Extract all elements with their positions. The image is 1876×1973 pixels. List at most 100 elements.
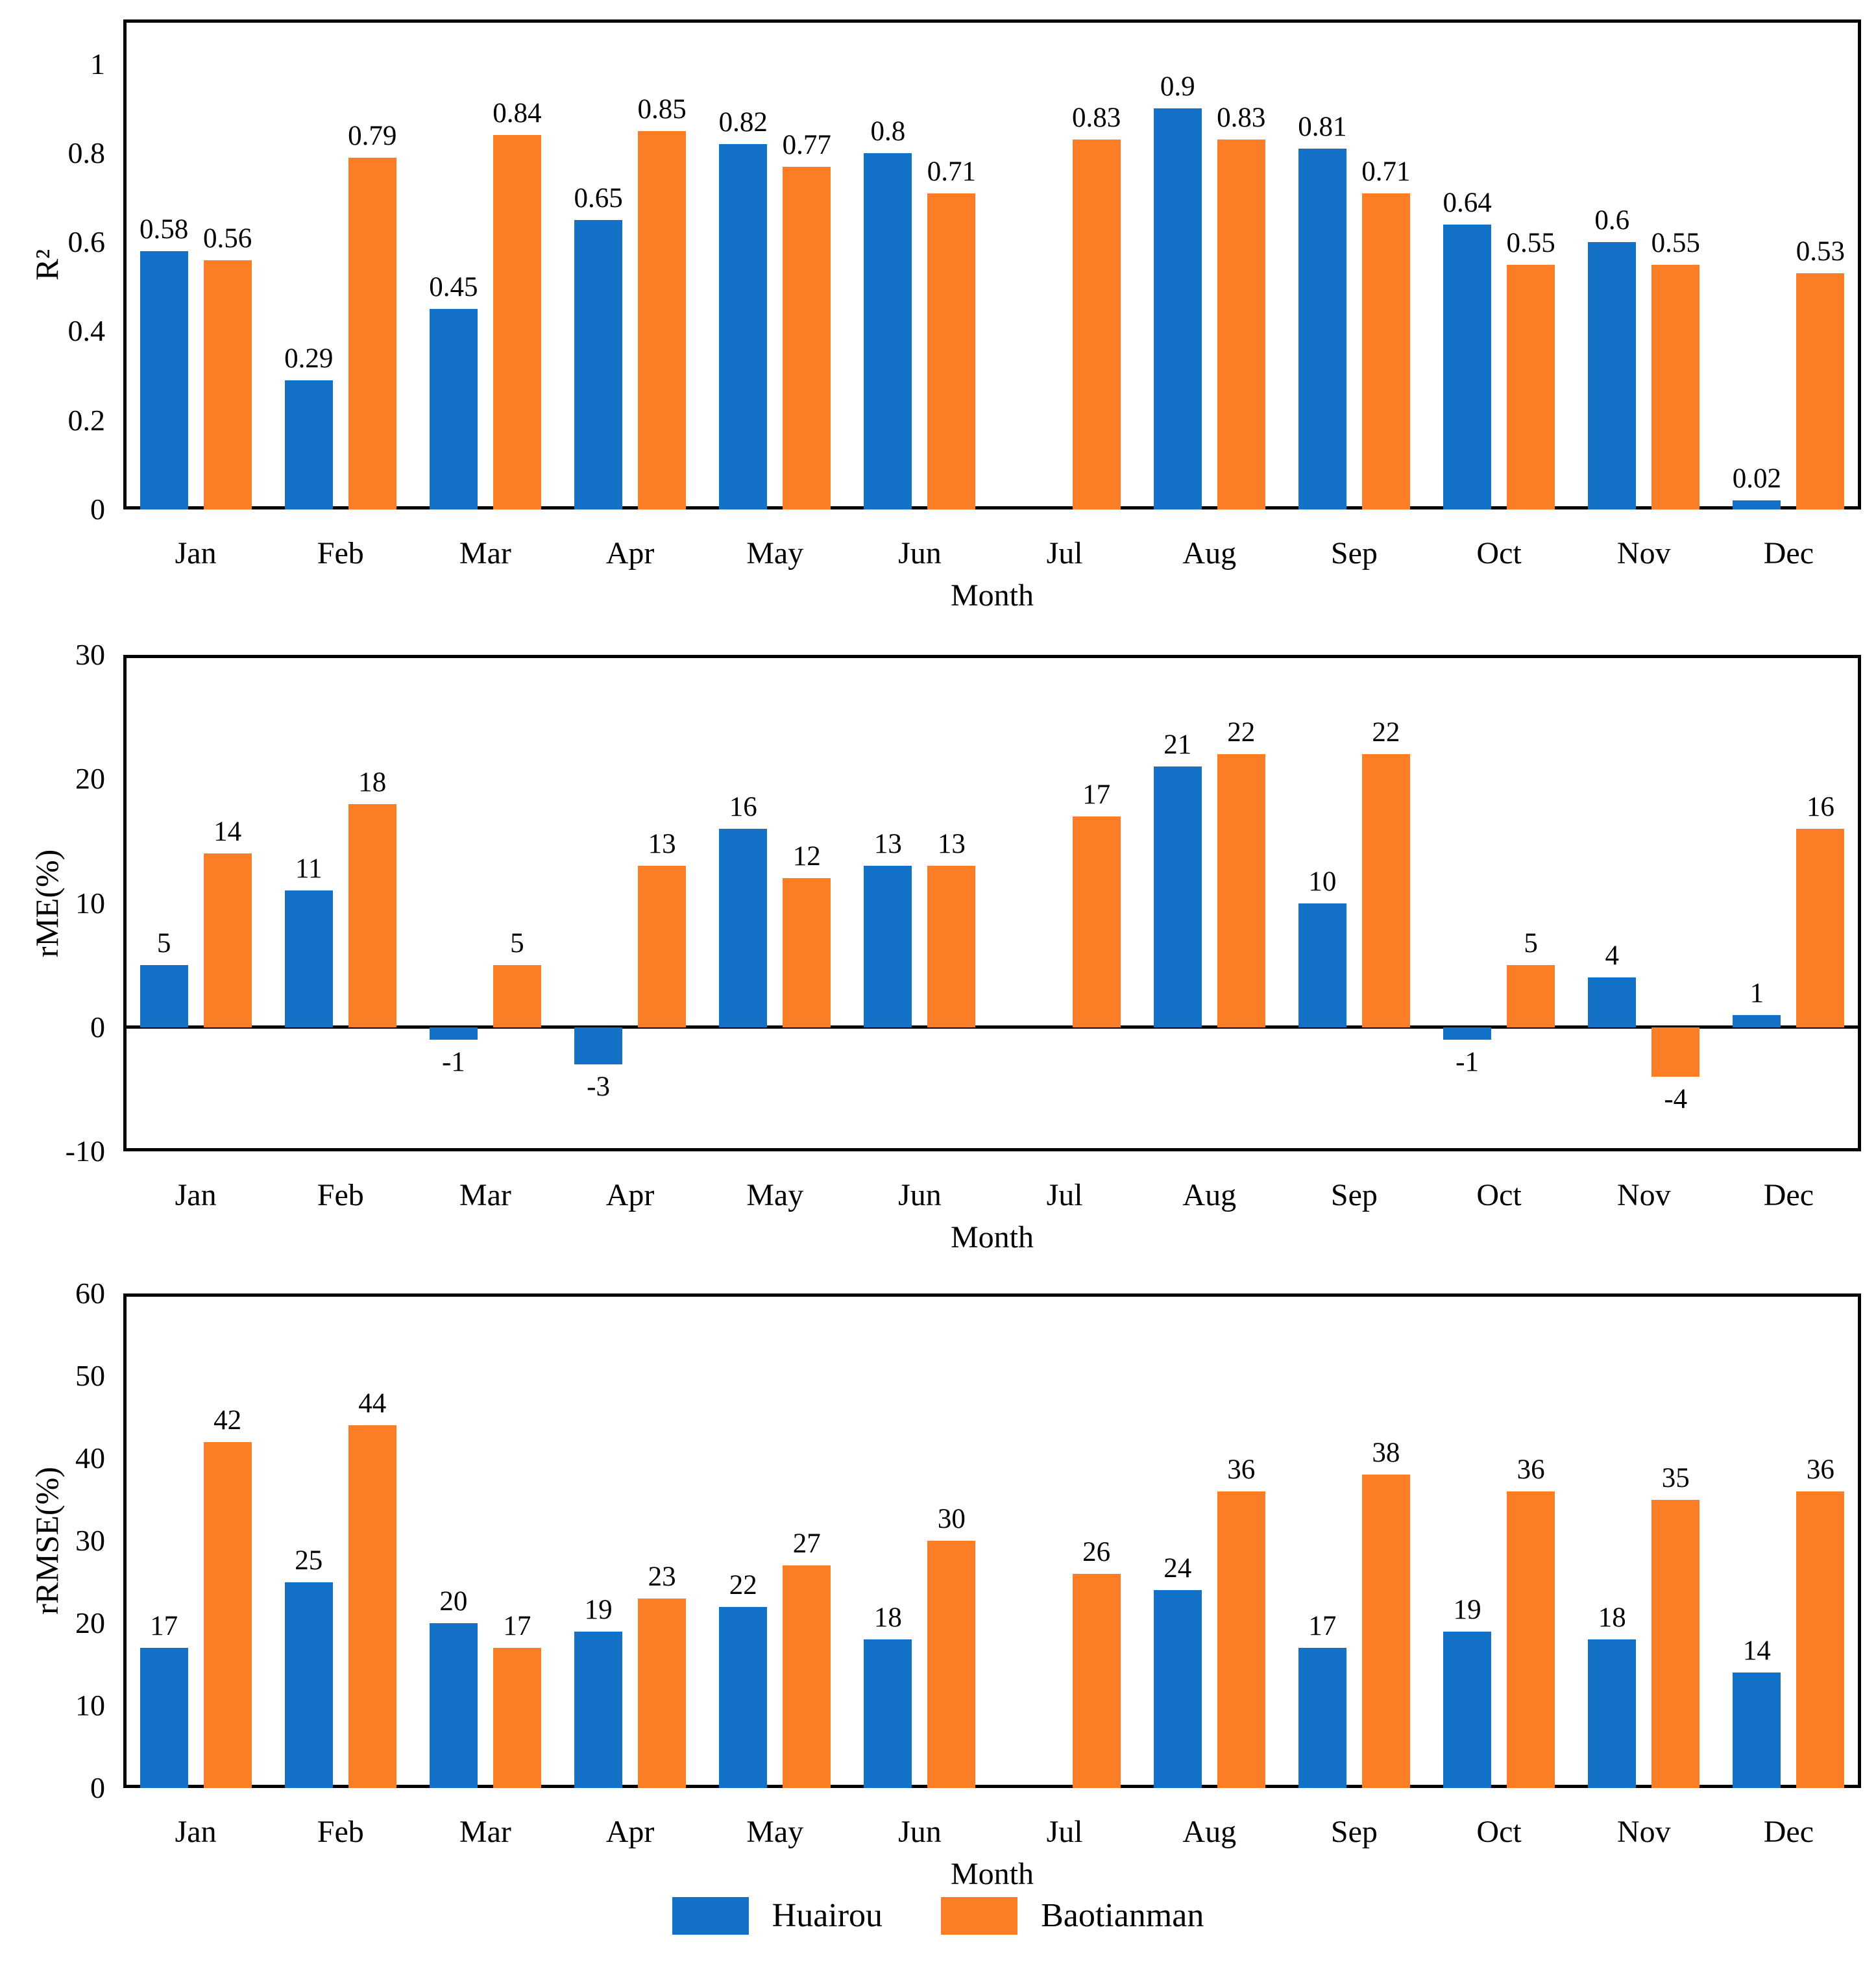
bar-value-label: 17: [150, 1611, 178, 1642]
y-tick-label: 50: [75, 1359, 105, 1392]
y-tick-label: 0: [90, 1010, 105, 1044]
bar-value-label: 20: [439, 1586, 468, 1617]
bar-huairou-sep: [1298, 903, 1346, 1027]
x-tick-label-apr: Apr: [605, 536, 655, 570]
x-axis-title-month-b: Month: [950, 1220, 1034, 1255]
bar-baotianman-jun: [927, 866, 976, 1027]
bar-value-label: 22: [729, 1569, 757, 1600]
bar-value-label: 5: [1524, 928, 1538, 959]
y-tick-label: 30: [75, 1524, 105, 1557]
y-tick-label: 60: [75, 1277, 105, 1310]
x-tick-label-may: May: [746, 536, 804, 570]
legend-item-baotianman: Baotianman: [941, 1896, 1204, 1935]
bar-value-label: 18: [873, 1602, 902, 1634]
bar-huairou-may: [719, 1606, 768, 1788]
bar-baotianman-jul: [1072, 140, 1121, 509]
bar-huairou-jun: [864, 1639, 912, 1788]
bar-value-label: 36: [1517, 1454, 1545, 1485]
bar-huairou-may: [719, 144, 768, 509]
x-tick-label-sep: Sep: [1330, 1178, 1378, 1212]
bar-value-label: 42: [213, 1404, 242, 1436]
bar-value-label: 0.29: [284, 343, 334, 374]
bar-huairou-dec: [1733, 1673, 1781, 1788]
bar-value-label: 13: [873, 829, 902, 860]
bar-value-label: -3: [587, 1072, 610, 1103]
bar-huairou-jan: [140, 965, 188, 1027]
x-tick-label-jan: Jan: [175, 1815, 217, 1849]
bar-huairou-jan: [140, 251, 188, 509]
bar-value-label: 12: [792, 841, 821, 872]
bar-baotianman-feb: [348, 157, 396, 509]
bar-huairou-oct: [1443, 1027, 1492, 1040]
x-tick-label-nov: Nov: [1616, 1178, 1671, 1212]
bar-value-label: 22: [1227, 717, 1256, 748]
bar-value-label: 36: [1806, 1454, 1834, 1485]
legend-swatch-huairou: [672, 1897, 749, 1935]
x-tick-label-jan: Jan: [175, 536, 217, 570]
bar-baotianman-sep: [1361, 1475, 1410, 1788]
bar-huairou-apr: [574, 1027, 623, 1065]
bar-value-label: 5: [510, 928, 524, 959]
plot-frame: [123, 1293, 1861, 1788]
bar-baotianman-apr: [638, 130, 687, 509]
bar-baotianman-jul: [1072, 1573, 1121, 1788]
y-tick-label: 0.6: [67, 225, 106, 259]
bar-huairou-sep: [1298, 1648, 1346, 1788]
bar-huairou-feb: [284, 380, 333, 509]
x-axis-title-month-c: Month: [950, 1857, 1034, 1891]
y-tick-label: 10: [75, 1689, 105, 1722]
bar-value-label: 16: [729, 791, 757, 822]
bar-baotianman-may: [783, 166, 831, 509]
y-tick-label: 30: [75, 638, 105, 671]
bar-value-label: 0.55: [1506, 227, 1555, 258]
x-tick-label-aug: Aug: [1182, 536, 1237, 570]
bar-value-label: 17: [503, 1611, 531, 1642]
bar-value-label: 18: [1598, 1602, 1626, 1634]
bar-huairou-dec: [1733, 1014, 1781, 1027]
bar-baotianman-jan: [203, 1441, 252, 1788]
bar-value-label: 0.82: [718, 107, 768, 138]
x-tick-label-jul: Jul: [1046, 536, 1083, 570]
bar-value-label: -1: [441, 1046, 465, 1077]
legend-label-huairou: Huairou: [772, 1897, 883, 1934]
x-tick-label-jun: Jun: [898, 1178, 942, 1212]
bar-baotianman-oct: [1507, 965, 1555, 1027]
bar-value-label: 36: [1227, 1454, 1256, 1485]
bar-value-label: 13: [648, 829, 676, 860]
x-tick-label-jun: Jun: [898, 536, 942, 570]
bar-baotianman-sep: [1361, 193, 1410, 509]
x-tick-label-dec: Dec: [1763, 536, 1814, 570]
bar-baotianman-nov: [1651, 1027, 1700, 1077]
bar-value-label: 0.53: [1796, 236, 1846, 267]
bar-baotianman-jan: [203, 853, 252, 1027]
bar-value-label: 0.83: [1217, 103, 1266, 134]
x-tick-label-jun: Jun: [898, 1815, 942, 1849]
bar-value-label: 0.84: [493, 98, 542, 129]
bar-value-label: 1: [1749, 977, 1764, 1009]
bar-baotianman-nov: [1651, 264, 1700, 509]
bar-huairou-nov: [1588, 977, 1637, 1027]
bar-value-label: 0.9: [1160, 71, 1195, 103]
bar-baotianman-may: [783, 1565, 831, 1788]
bar-baotianman-may: [783, 878, 831, 1027]
bar-huairou-feb: [284, 1582, 333, 1788]
x-tick-label-feb: Feb: [317, 1815, 364, 1849]
y-tick-label: 0.4: [67, 314, 106, 348]
bar-baotianman-aug: [1217, 140, 1265, 509]
bar-huairou-mar: [429, 1027, 478, 1040]
bar-baotianman-dec: [1796, 828, 1845, 1027]
x-tick-label-mar: Mar: [459, 1178, 511, 1212]
y-tick-label: 0.2: [67, 403, 106, 437]
legend: Huairou Baotianman: [0, 1896, 1876, 1935]
bar-baotianman-apr: [638, 866, 687, 1027]
bar-huairou-nov: [1588, 242, 1637, 509]
bar-value-label: 21: [1163, 729, 1192, 761]
x-tick-label-aug: Aug: [1182, 1815, 1237, 1849]
x-tick-label-sep: Sep: [1330, 1815, 1378, 1849]
bar-baotianman-aug: [1217, 1491, 1265, 1788]
plot-frame: [123, 655, 1861, 1151]
bar-value-label: 0.71: [1361, 156, 1411, 187]
bar-value-label: -4: [1664, 1084, 1688, 1115]
bar-baotianman-feb: [348, 803, 396, 1027]
y-tick-label: 0.8: [67, 136, 106, 169]
